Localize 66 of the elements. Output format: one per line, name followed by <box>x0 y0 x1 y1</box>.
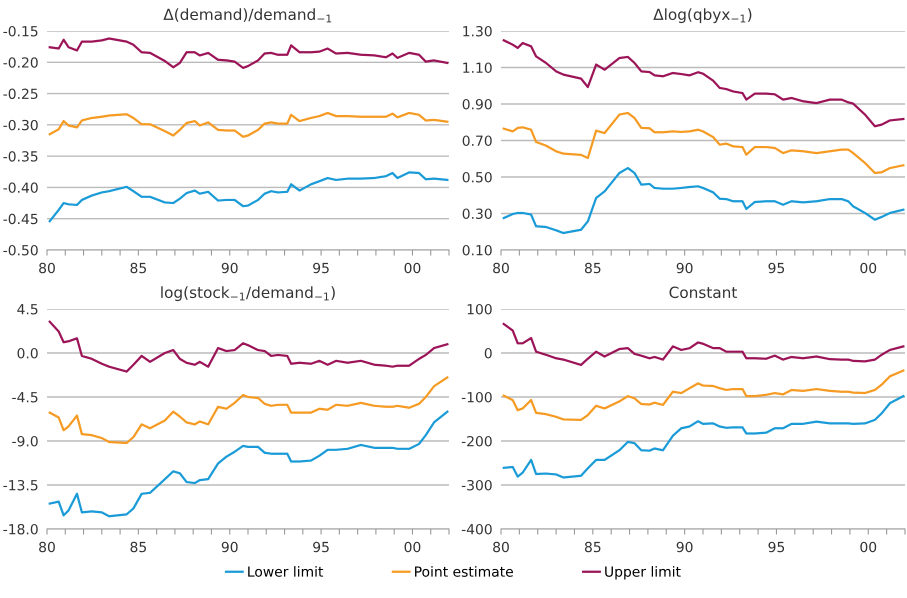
y-tick-label: -0.25 <box>3 88 38 100</box>
x-tick-label: 90 <box>676 262 693 274</box>
x-tick-label: 80 <box>39 542 55 552</box>
x-tick-label: 95 <box>768 262 784 274</box>
x-tick-label: 00 <box>860 262 876 274</box>
chart-title: log(stock$_{−1}$/demand$_{−1}$) <box>161 286 335 302</box>
y-tick-label: -0.20 <box>3 57 38 68</box>
x-tick-label: 85 <box>130 262 146 274</box>
x-tick-label: 85 <box>584 262 600 274</box>
x-tick-label: 95 <box>313 262 329 274</box>
line-series <box>48 320 448 373</box>
x-tick-label: 90 <box>222 262 238 274</box>
x-tick-label: 85 <box>584 542 600 552</box>
y-tick-label: -18.0 <box>3 524 38 534</box>
chart-title: Δ(demand)/demand$_{−1}$ <box>163 8 332 22</box>
x-tick-label: 90 <box>676 542 693 552</box>
x-tick-label: 95 <box>768 542 784 552</box>
x-tick-label: 95 <box>313 542 329 552</box>
x-tick-label: 90 <box>222 542 238 552</box>
y-tick-label: -0.35 <box>3 151 38 162</box>
y-tick-label: -9.0 <box>12 436 38 446</box>
line-series <box>502 112 904 174</box>
line-series <box>48 171 448 222</box>
line-series <box>48 376 448 444</box>
line-series <box>502 166 904 234</box>
y-tick-label: -200 <box>462 436 492 446</box>
line-series <box>502 322 904 366</box>
y-tick-label: 0.50 <box>462 172 492 182</box>
x-tick-label: 80 <box>493 542 509 552</box>
legend-label: Upper limit <box>605 566 681 580</box>
y-tick-label: 100 <box>468 304 492 314</box>
chart-title: Δlog(qbyx$_{−1}$) <box>653 8 752 24</box>
y-tick-label: 0 <box>484 348 492 358</box>
legend-label: Point estimate <box>415 566 513 577</box>
x-tick-label: 00 <box>860 542 876 552</box>
x-tick-label: 00 <box>404 542 420 552</box>
y-tick-label: -300 <box>462 480 492 490</box>
y-tick-label: -0.45 <box>3 214 38 224</box>
y-tick-label: 4.5 <box>17 304 38 314</box>
x-tick-label: 80 <box>39 262 55 274</box>
y-tick-label: -4.5 <box>12 392 38 402</box>
y-tick-label: 0.0 <box>17 348 38 358</box>
y-tick-label: 1.10 <box>463 62 492 73</box>
line-series <box>502 369 904 421</box>
y-tick-label: -0.15 <box>3 26 38 36</box>
line-series <box>48 37 448 70</box>
y-tick-label: -0.50 <box>3 244 38 256</box>
y-tick-label: -13.5 <box>3 480 38 490</box>
y-tick-label: -0.40 <box>3 182 38 193</box>
legend-label: Lower limit <box>248 566 324 577</box>
y-tick-label: 0.30 <box>462 208 492 219</box>
line-series <box>502 395 904 479</box>
y-tick-label: 0.70 <box>462 135 492 146</box>
y-tick-label: -0.30 <box>3 120 38 130</box>
line-series <box>502 39 904 128</box>
chart-title: Constant <box>670 286 737 298</box>
y-tick-label: 1.30 <box>463 26 492 36</box>
line-series <box>48 112 448 138</box>
line-series <box>48 410 448 518</box>
y-tick-label: 0.90 <box>462 98 492 110</box>
y-tick-label: -100 <box>462 392 492 402</box>
y-tick-label: 0.10 <box>462 244 492 256</box>
x-tick-label: 80 <box>493 262 509 274</box>
x-tick-label: 00 <box>404 262 420 274</box>
x-tick-label: 85 <box>130 542 146 552</box>
y-tick-label: -400 <box>462 524 492 534</box>
